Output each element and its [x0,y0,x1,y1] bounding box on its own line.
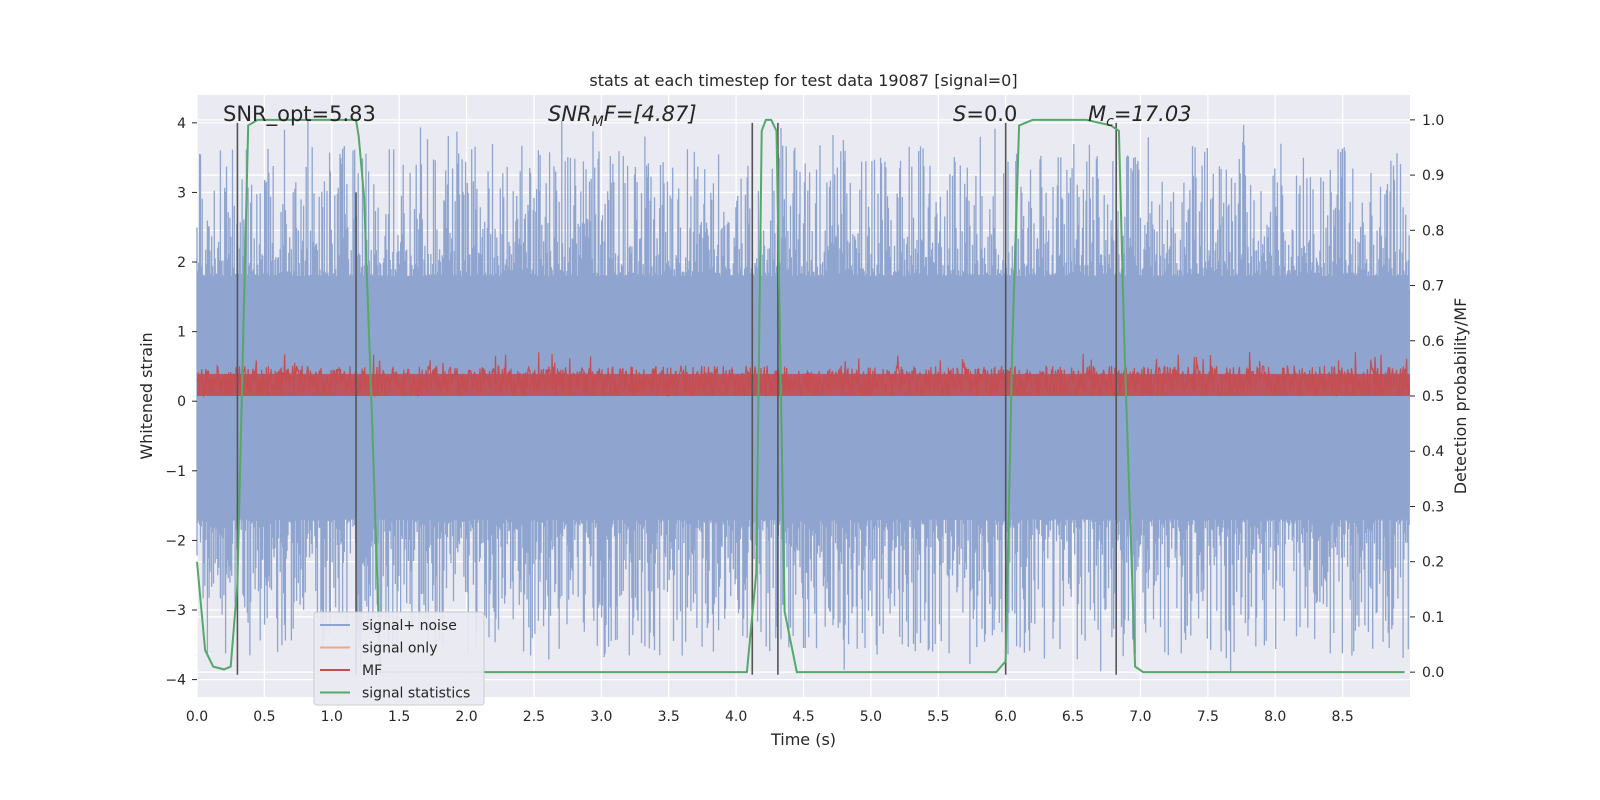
annotations: SNR_opt=5.83 SNRMF=[4.87] S=0.0 Mc=17.03 [223,102,1192,130]
x-tick-label: 2.0 [455,709,477,725]
y2-tick-label: 0.5 [1422,389,1444,405]
x-tick-label: 3.5 [658,709,680,725]
x-tick-label: 7.5 [1197,709,1219,725]
x-tick-label: 4.0 [725,709,747,725]
y-tick-label: −4 [165,673,186,689]
axis-ticks: 0.0 0.5 1.0 1.5 2.0 2.5 3.0 3.5 4.0 4.5 5.0 5.5 6.0 6… [165,113,1444,725]
annotation-label: SNRMF=[4.87] [548,102,697,130]
y2-tick-label: 0.6 [1422,334,1444,350]
y2-tick-label: 0.4 [1422,444,1444,460]
annotation-symbol: SNR_opt [223,102,312,127]
y2-tick-label: 0.8 [1422,223,1444,239]
legend-label: signal only [362,641,437,657]
y-tick-label: −2 [165,533,186,549]
y-tick-label: 4 [177,116,186,132]
x-axis-label: Time (s) [770,730,836,749]
x-tick-label: 5.0 [860,709,882,725]
y2-tick-label: 1.0 [1422,113,1444,129]
y-tick-label: −3 [165,603,186,619]
y2-tick-label: 0.7 [1422,279,1444,295]
y2-axis-label: Detection probability/MF [1451,298,1470,495]
legend-label: signal statistics [362,686,470,702]
y2-tick-label: 0.2 [1422,555,1444,571]
legend-box [313,611,485,706]
y2-tick-label: 0.9 [1422,168,1444,184]
series-signal-noise [196,120,1410,672]
y-tick-label: −1 [165,464,186,480]
y-tick-label: 1 [177,325,186,341]
annotation-value: =5.83 [312,102,376,126]
y2-tick-label: 0.1 [1422,610,1444,626]
annotation-label: Mc=17.03 [1088,102,1192,130]
x-tick-label: 0.0 [186,709,208,725]
annotation-subscript: M [592,114,604,130]
annotation-value: =17.03 [1114,102,1192,126]
x-tick-label: 4.5 [792,709,814,725]
annotation-value: =0.0 [966,102,1017,126]
mf-line [196,351,1410,399]
x-tick-label: 1.0 [321,709,343,725]
x-tick-label: 1.5 [388,709,410,725]
x-tick-label: 3.0 [590,709,612,725]
x-tick-label: 5.5 [927,709,949,725]
x-tick-label: 0.5 [253,709,275,725]
x-tick-label: 7.0 [1129,709,1151,725]
annotation-symbol: S [953,102,966,126]
x-tick-label: 6.0 [995,709,1017,725]
y-tick-label: 0 [177,394,186,410]
y-tick-label: 2 [177,255,186,271]
chart-title: stats at each timestep for test data 190… [589,71,1017,90]
y2-tick-label: 0.3 [1422,499,1444,515]
x-tick-label: 8.0 [1264,709,1286,725]
annotation-subscript: c [1106,114,1114,130]
annotation-label: S=0.0 [953,102,1017,126]
y-tick-label: 3 [177,185,186,201]
x-tick-label: 2.5 [523,709,545,725]
legend: signal+ noise signal only MF signal statist… [313,611,485,706]
legend-label: signal+ noise [362,618,457,634]
series-mf [196,351,1410,399]
y-axis-label: Whitened strain [137,332,156,459]
x-tick-label: 6.5 [1062,709,1084,725]
annotation-value: F=[4.87] [604,102,697,126]
annotation-label: SNR_opt=5.83 [223,102,376,127]
annotation-symbol: M [1088,102,1106,126]
x-tick-label: 8.5 [1331,709,1353,725]
annotation-symbol: SNR [548,102,592,126]
signal-statistics-line [196,118,1405,674]
series-signal-statistics [196,118,1405,674]
y2-tick-label: 0.0 [1422,665,1444,681]
legend-label: MF [362,663,382,679]
